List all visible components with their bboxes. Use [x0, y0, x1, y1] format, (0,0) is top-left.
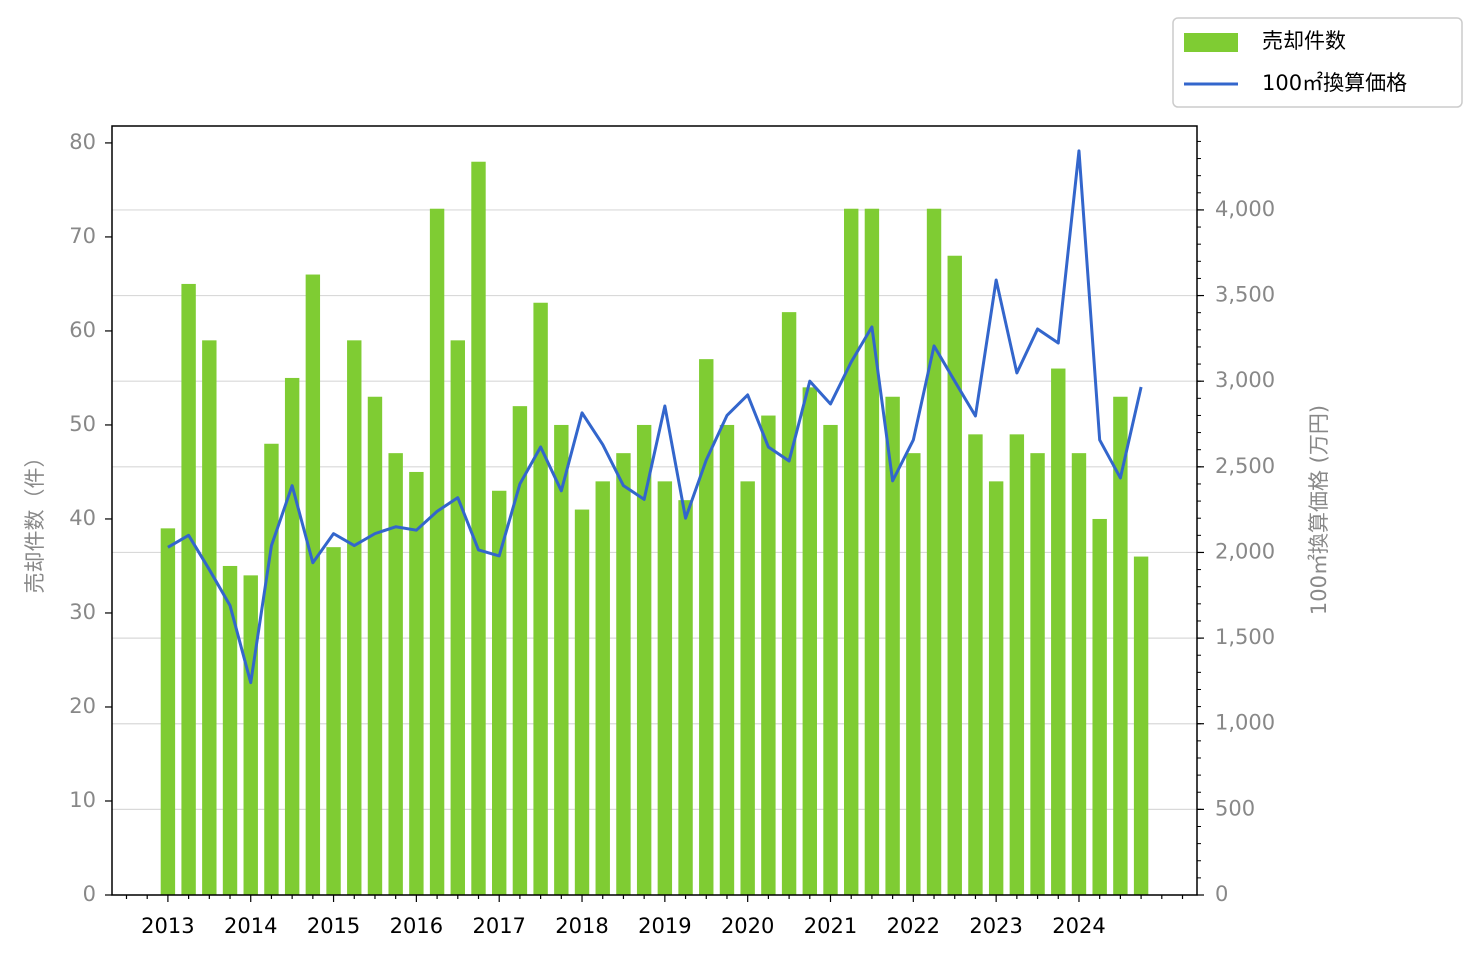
y-axis-label: 売却件数（件）	[23, 447, 47, 594]
bar	[906, 453, 921, 895]
bar	[388, 453, 403, 895]
y2-tick-label: 3,000	[1215, 368, 1275, 392]
y-tick-label: 60	[69, 318, 96, 342]
bar	[636, 424, 652, 895]
x-tick-label: 2019	[638, 914, 691, 938]
bar	[450, 340, 465, 895]
y2-tick-label: 4,000	[1215, 197, 1275, 221]
bar	[802, 387, 817, 895]
bar	[533, 302, 548, 895]
bar	[947, 255, 962, 895]
bar	[160, 528, 176, 895]
x-tick-label: 2015	[307, 914, 360, 938]
y2-tick-label: 1,000	[1215, 711, 1275, 735]
y2-tick-label: 3,500	[1215, 283, 1275, 307]
bar	[595, 481, 610, 895]
bar	[926, 208, 942, 895]
y2-tick-label: 2,000	[1215, 539, 1275, 563]
bar	[409, 471, 424, 895]
bar	[264, 443, 279, 895]
y-tick-label: 70	[69, 224, 96, 248]
bar	[574, 509, 590, 895]
bar	[305, 274, 321, 895]
legend-label: 売却件数	[1262, 29, 1346, 53]
bar	[844, 208, 859, 895]
bar	[429, 208, 445, 895]
x-tick-label: 2021	[804, 914, 857, 938]
x-tick-label: 2022	[887, 914, 940, 938]
bar	[326, 547, 341, 895]
bar	[243, 575, 258, 895]
y2-tick-label: 0	[1215, 882, 1228, 906]
y2-axis-label: 100㎡換算価格 (万円)	[1307, 405, 1331, 615]
y-tick-label: 40	[69, 506, 96, 530]
bar	[1133, 556, 1149, 895]
x-tick-label: 2023	[969, 914, 1022, 938]
bar	[968, 434, 983, 895]
bar	[492, 490, 507, 895]
bar	[347, 340, 362, 895]
legend-box	[1172, 17, 1463, 108]
bar	[222, 565, 238, 895]
bar	[471, 161, 486, 896]
legend-label: 100㎡換算価格	[1262, 71, 1407, 95]
legend-swatch	[1184, 33, 1238, 52]
bar	[781, 312, 797, 895]
bar	[512, 406, 528, 895]
bar	[1051, 368, 1066, 895]
x-tick-label: 2024	[1052, 914, 1105, 938]
y-tick-label: 0	[83, 882, 96, 906]
bar	[988, 481, 1004, 895]
y-tick-label: 50	[69, 412, 96, 436]
bar	[1071, 453, 1087, 895]
bar	[761, 415, 776, 895]
y-tick-label: 10	[69, 788, 96, 812]
line	[167, 149, 1143, 685]
y2-tick-label: 1,500	[1215, 625, 1275, 649]
x-tick-label: 2020	[721, 914, 774, 938]
bar	[864, 208, 880, 895]
bar	[1009, 434, 1025, 895]
bar	[202, 340, 217, 895]
x-tick-label: 2017	[472, 914, 525, 938]
bar	[554, 424, 569, 895]
bar	[885, 396, 900, 895]
bar	[616, 453, 631, 895]
bar	[740, 481, 755, 895]
bar	[699, 359, 714, 895]
bar	[1113, 396, 1128, 895]
x-tick-label: 2018	[555, 914, 608, 938]
y-tick-label: 80	[69, 130, 96, 154]
bar	[284, 377, 300, 896]
y2-tick-label: 500	[1215, 796, 1255, 820]
x-tick-label: 2014	[224, 914, 277, 938]
x-tick-label: 2013	[141, 914, 194, 938]
y-tick-label: 30	[69, 600, 96, 624]
bar	[719, 424, 735, 895]
bar	[657, 481, 673, 895]
bar	[367, 396, 383, 895]
bar	[823, 424, 838, 895]
x-tick-label: 2016	[390, 914, 443, 938]
bar	[1092, 518, 1107, 895]
plot-frame	[111, 125, 1198, 896]
y-tick-label: 20	[69, 694, 96, 718]
bar	[181, 283, 196, 896]
bar	[1030, 453, 1045, 895]
bar	[678, 500, 693, 895]
y2-tick-label: 2,500	[1215, 454, 1275, 478]
